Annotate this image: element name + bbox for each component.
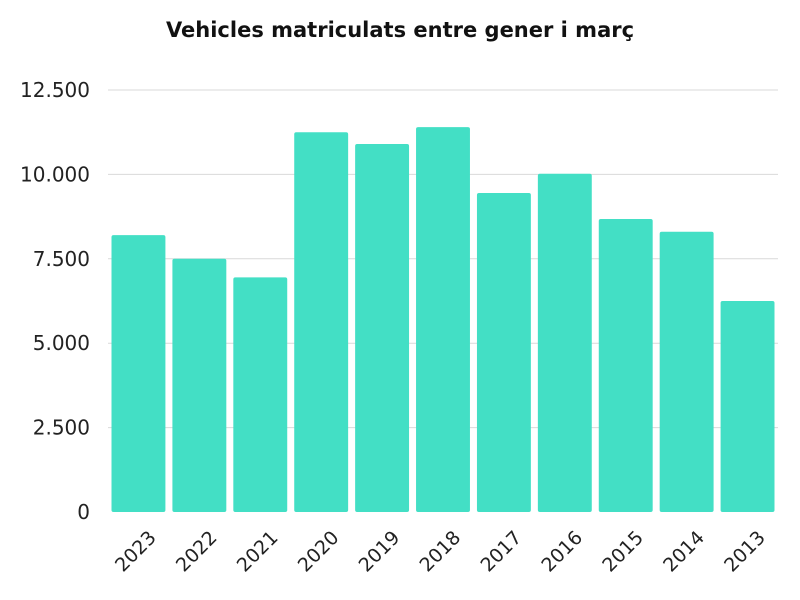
bar-2018 [416,127,470,513]
x-tick-label: 2019 [355,527,405,577]
y-tick-label: 12.500 [20,78,90,102]
bar-2022 [172,258,227,512]
y-tick-label: 0 [77,500,90,524]
x-tick-label: 2023 [111,527,161,577]
y-tick-label: 5.000 [33,331,90,355]
x-tick-label: 2013 [720,527,770,577]
bar-2020 [294,132,349,512]
x-tick-label: 2021 [233,527,283,577]
x-axis-tick-labels: 2023 2022 2021 2020 2019 2018 2017 2016 2015 2014… [111,527,770,577]
bar-2015 [598,218,653,512]
bar-2017 [476,192,531,512]
bar-2023 [111,235,166,512]
bar-2013 [720,301,775,512]
y-axis-tick-labels: 0 2.500 5.000 7.500 10.000 12.500 [20,78,90,524]
chart-title: Vehicles matriculats entre gener i març [165,18,635,42]
x-tick-label: 2015 [598,527,648,577]
bar-2019 [355,144,410,513]
x-tick-label: 2020 [294,527,344,577]
bar-2021 [233,277,288,512]
x-tick-label: 2017 [476,527,526,577]
y-tick-label: 2.500 [33,416,90,440]
bar-2014 [659,231,714,513]
bar-2016 [537,173,592,512]
x-tick-label: 2016 [537,527,587,577]
y-tick-label: 7.500 [33,247,90,271]
x-tick-label: 2014 [659,527,709,577]
x-tick-label: 2022 [172,527,222,577]
x-tick-label: 2018 [416,527,466,577]
bars [111,127,775,513]
y-tick-label: 10.000 [20,162,90,186]
